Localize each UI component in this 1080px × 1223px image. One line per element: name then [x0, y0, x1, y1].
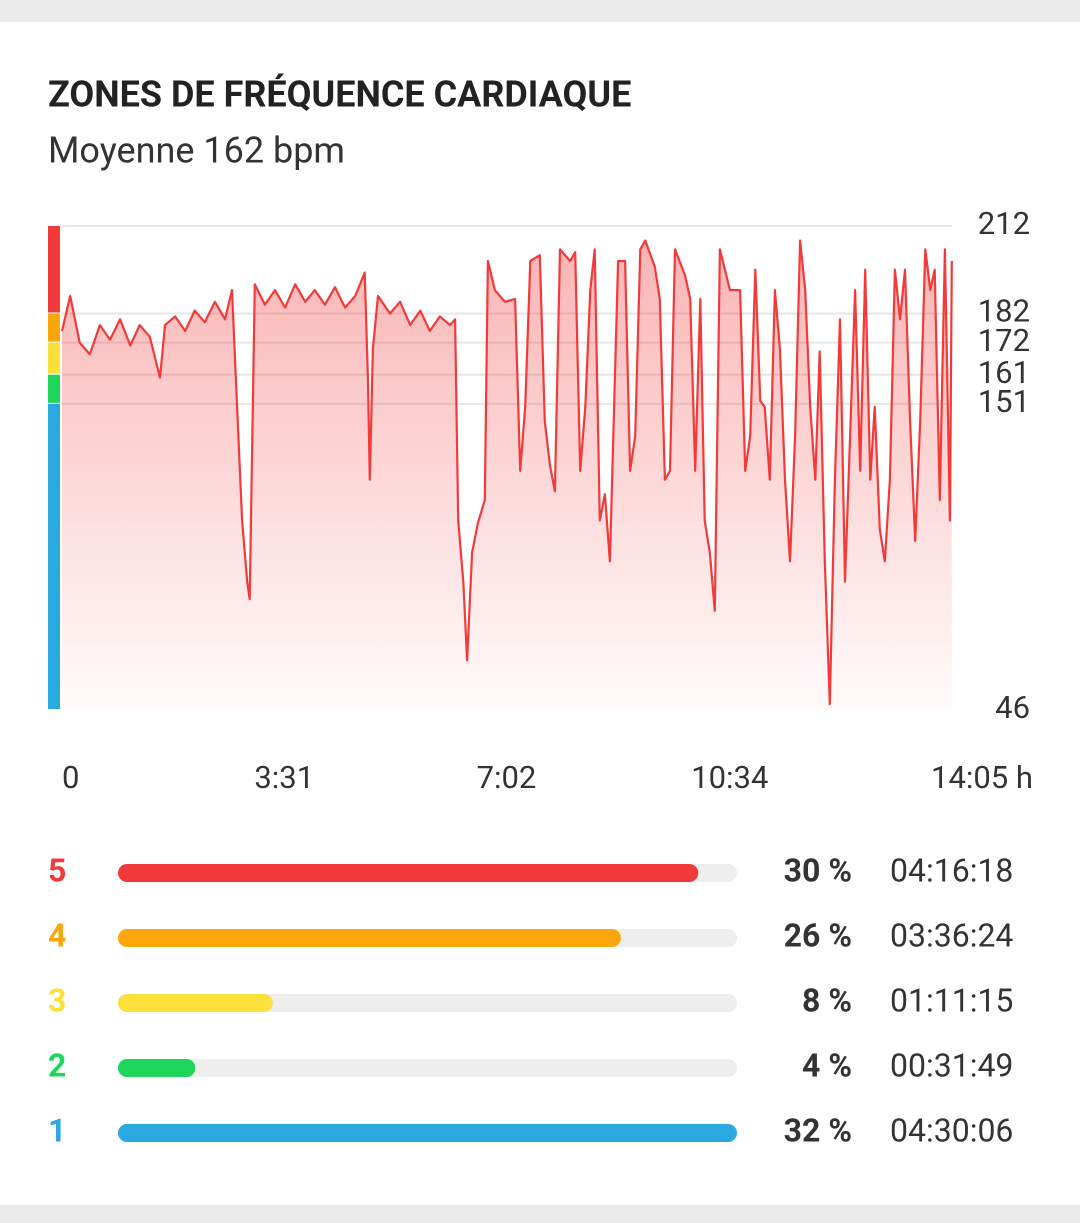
zone-label: 3 — [48, 981, 66, 1019]
zone-strip — [48, 226, 60, 313]
zone-label: 2 — [48, 1046, 66, 1084]
zone-percent: 8 % — [802, 981, 852, 1019]
y-tick-label: 212 — [978, 205, 1030, 242]
y-tick-label: 46 — [995, 689, 1030, 726]
heart-rate-line — [60, 239, 953, 706]
zone-bar — [118, 994, 273, 1012]
x-tick-label: 14:05 h — [931, 759, 1033, 796]
zone-label: 1 — [48, 1111, 66, 1149]
chart-title: ZONES DE FRÉQUENCE CARDIAQUE — [48, 73, 631, 116]
zone-duration: 04:16:18 — [890, 851, 1013, 889]
y-tick-label: 161 — [978, 354, 1030, 391]
x-tick-label: 3:31 — [254, 759, 314, 796]
zone-strip — [48, 342, 60, 374]
y-tick-label: 182 — [978, 293, 1030, 330]
chart-subtitle: Moyenne 162 bpm — [48, 130, 345, 172]
zone-bar — [118, 1059, 196, 1077]
zone-duration: 00:31:49 — [890, 1046, 1013, 1084]
zone-percent: 32 % — [784, 1111, 852, 1149]
y-tick-label: 172 — [978, 322, 1030, 359]
zone-label: 4 — [48, 916, 66, 954]
x-tick-label: 10:34 — [691, 759, 768, 796]
y-tick-label: 151 — [978, 383, 1030, 420]
zone-bar — [118, 1124, 737, 1142]
heart-rate-area — [62, 240, 952, 710]
zone-duration: 03:36:24 — [890, 916, 1013, 954]
zone-duration: 04:30:06 — [890, 1111, 1013, 1149]
x-tick-label: 7:02 — [477, 759, 537, 796]
zone-percent: 4 % — [802, 1046, 852, 1084]
zone-strip — [48, 374, 60, 403]
zone-duration: 01:11:15 — [890, 981, 1013, 1019]
zone-bar — [118, 864, 699, 882]
zone-label: 5 — [48, 851, 66, 889]
zone-percent: 30 % — [784, 851, 852, 889]
zone-bar — [118, 929, 621, 947]
x-tick-label: 0 — [62, 759, 79, 796]
zone-strip — [48, 313, 60, 342]
zone-strip — [48, 403, 60, 709]
zone-track — [118, 994, 737, 1012]
zone-percent: 26 % — [784, 916, 852, 954]
zone-track — [118, 1059, 737, 1077]
